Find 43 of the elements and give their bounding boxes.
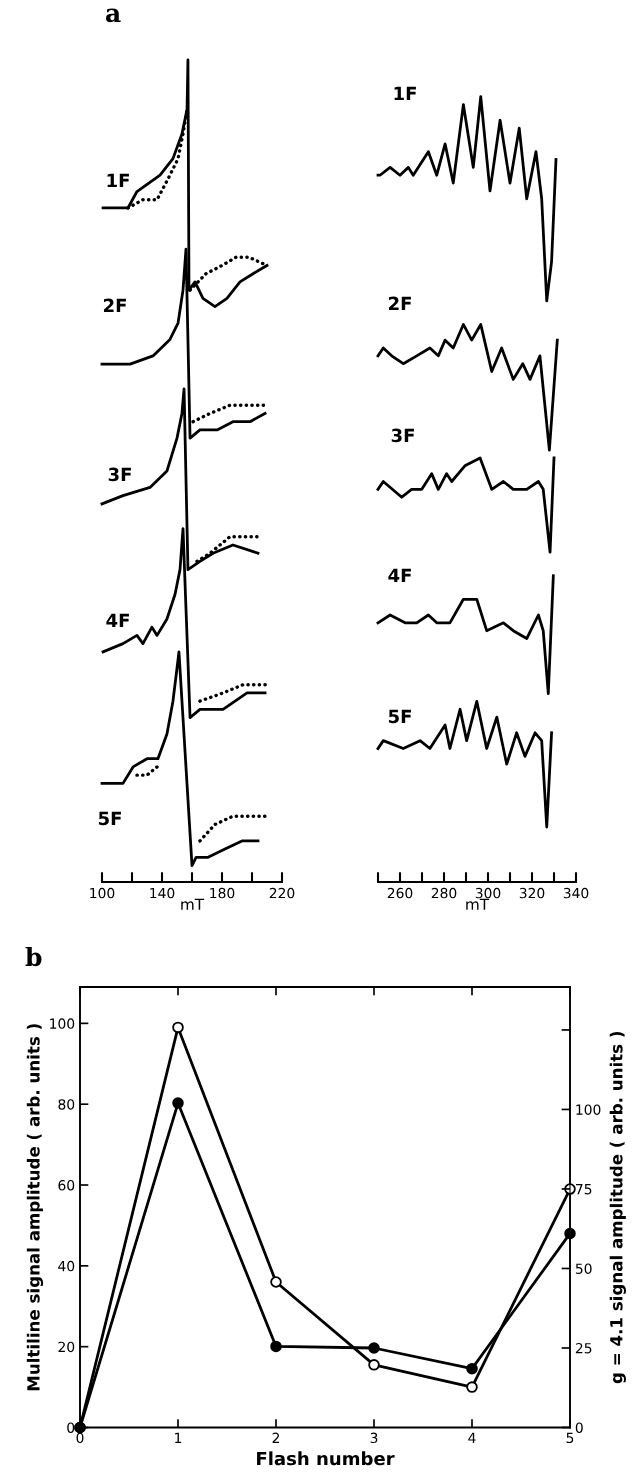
text: 2F: [388, 296, 411, 310]
y-tick-label: 100: [50, 1018, 75, 1029]
x-tick-label: 2: [272, 1432, 280, 1443]
x-axis-title: mT: [181, 898, 205, 910]
y2-tick-label: 75: [576, 1184, 592, 1195]
x-tick-label: 100: [90, 887, 115, 899]
x-tick-label: 320: [519, 887, 545, 899]
x-axis-title: Flash number: [257, 1451, 395, 1466]
x-tick-label: 0: [76, 1432, 84, 1444]
x-tick-label: 260: [387, 887, 413, 899]
x-tick-label: 140: [150, 887, 175, 899]
y2-tick-label: 25: [575, 1342, 592, 1354]
text: a: [106, 8, 121, 23]
y-axis-title: Multiline signal amplitude ( arb. units ): [26, 1024, 44, 1391]
series-label: 4F: [106, 613, 129, 627]
y-tick-label: 80: [58, 1099, 75, 1110]
y-tick-label: 40: [58, 1260, 75, 1272]
y-tick-label: 60: [58, 1179, 75, 1191]
x-tick-label: 3: [370, 1432, 378, 1444]
series-label: 3F: [108, 467, 131, 482]
series-label: 3F: [391, 428, 414, 443]
text: 1F: [394, 86, 416, 100]
x-tick-label: 5: [566, 1432, 574, 1444]
x-tick-label: 300: [475, 887, 501, 899]
series-label: 4F: [388, 568, 411, 582]
y2-axis-title: g = 4.1 signal amplitude ( arb. units ): [609, 1031, 626, 1384]
series-label: 1F: [107, 173, 129, 187]
y2-tick-label: 50: [575, 1263, 592, 1274]
y-tick-label: 0: [67, 1422, 75, 1433]
x-tick-label: 4: [468, 1432, 476, 1443]
x-tick-label: 340: [563, 887, 589, 899]
x-tick-label: 280: [431, 887, 457, 899]
series-label: 5F: [98, 811, 121, 826]
x-tick-label: 180: [210, 887, 235, 899]
y-tick-label: 20: [58, 1341, 75, 1353]
x-tick-label: 220: [269, 887, 295, 899]
x-tick-label: 1: [175, 1432, 182, 1443]
y2-tick-label: 100: [576, 1104, 601, 1115]
x-axis-title: mT: [466, 898, 490, 910]
y2-tick-label: 0: [575, 1422, 583, 1433]
text: 2F: [103, 298, 126, 312]
text: b: [25, 946, 42, 967]
series-label: 5F: [388, 709, 411, 724]
